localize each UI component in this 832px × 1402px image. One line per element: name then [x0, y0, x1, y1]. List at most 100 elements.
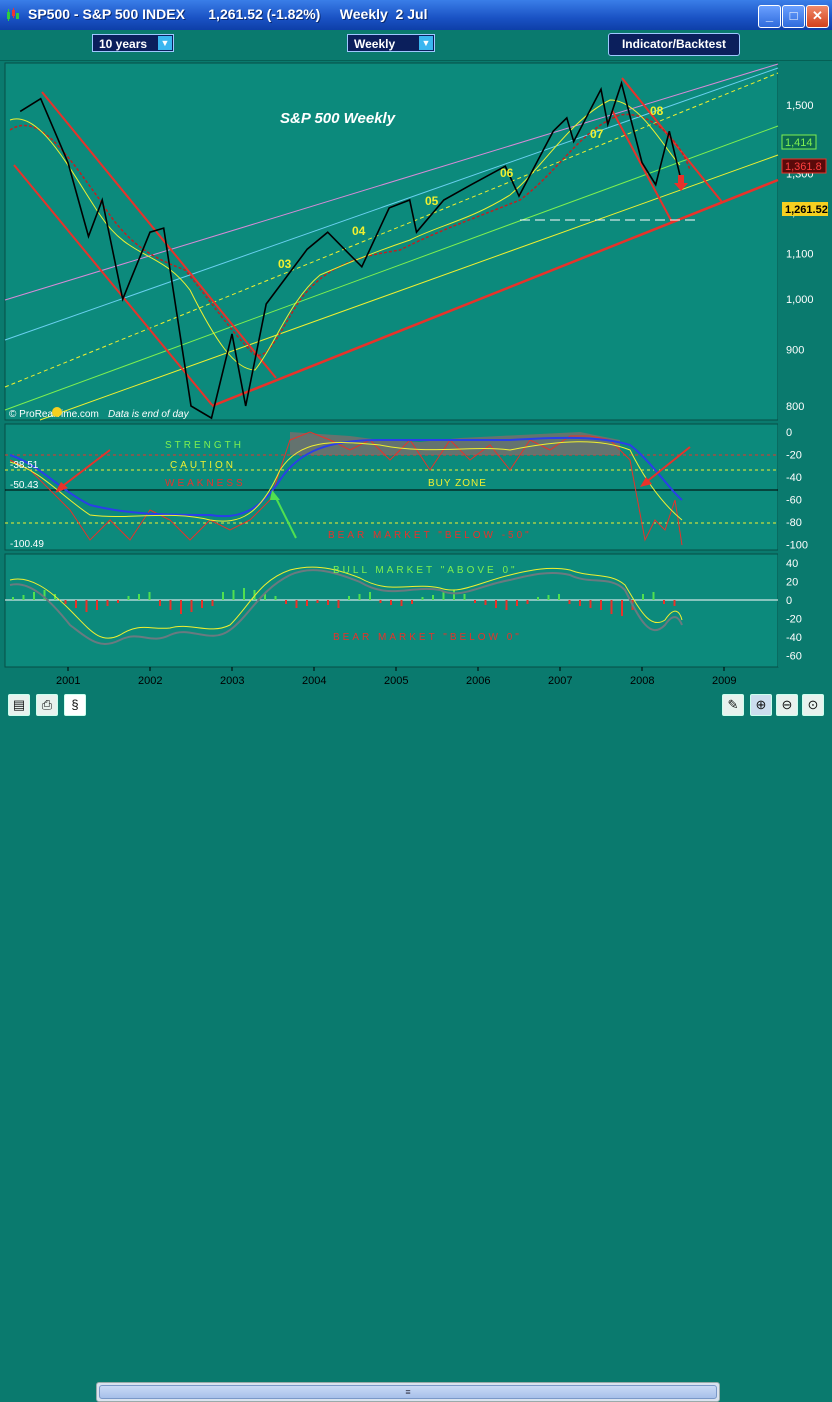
time-axis: 2001 2002 2003 2004 2005 2006 2007 2008 2009: [56, 667, 736, 687]
osc1-value-c: -100.49: [10, 539, 44, 550]
histogram-bar: [316, 600, 319, 603]
help-icon[interactable]: §: [64, 694, 86, 716]
price-label-last: 1,261.52: [782, 202, 828, 216]
price-panel[interactable]: [4, 62, 779, 421]
histogram-bar: [33, 592, 35, 600]
histogram-bar: [22, 595, 25, 600]
histogram-bar: [621, 600, 623, 616]
histogram-bar: [495, 600, 497, 608]
printer-icon[interactable]: ⎙: [36, 694, 58, 716]
histogram-bar: [484, 600, 487, 605]
price-tick-label: 900: [786, 345, 804, 357]
year-tick-label: 2002: [138, 675, 162, 687]
info-icon[interactable]: [52, 407, 62, 417]
interval-select[interactable]: Weekly ▼: [347, 34, 435, 52]
oscillator-1-yellow-line: [9, 441, 683, 522]
oscillator-2-yellow-line: [9, 566, 683, 639]
histogram-bar: [505, 600, 508, 610]
year-tick-label: 2005: [384, 675, 408, 687]
osc2-tick-label: -20: [786, 614, 802, 626]
arrow-annotation: [274, 495, 297, 539]
osc1-tick-label: -20: [786, 450, 802, 462]
histogram-bar: [180, 600, 182, 614]
osc1-tick-label: -60: [786, 495, 802, 507]
arrow-head-icon: [640, 477, 652, 487]
strength-label: STRENGTH: [165, 440, 244, 451]
oscillator-1-blue-line: [9, 436, 683, 518]
scroll-thumb[interactable]: ≡: [99, 1385, 717, 1399]
year-labels: 03 04 05 06 07 08: [278, 104, 664, 271]
price-tick-label: 800: [786, 401, 804, 413]
weakness-label: WEAKNESS: [165, 478, 246, 489]
histogram-bar: [306, 600, 308, 606]
histogram-bar: [358, 594, 361, 600]
histogram-bar: [663, 600, 665, 604]
svg-text:1,414: 1,414: [785, 137, 813, 149]
year-tick-label: 2008: [630, 675, 654, 687]
osc2-tick-label: 20: [786, 577, 798, 589]
histogram-bar: [117, 600, 119, 603]
year-tick-label: 2006: [466, 675, 490, 687]
zoom-in-icon[interactable]: ⊕: [750, 694, 772, 716]
indicator-backtest-button[interactable]: Indicator/Backtest: [608, 33, 740, 56]
maximize-button[interactable]: □: [782, 5, 805, 28]
histogram-bar: [54, 594, 56, 600]
oscillator-1-axis: 0 -20 -40 -60 -80 -100: [786, 427, 808, 552]
histogram-bar: [652, 592, 655, 600]
zoom-fit-icon[interactable]: ⊙: [802, 694, 824, 716]
histogram-bar: [537, 597, 539, 600]
histogram-bar: [327, 600, 329, 605]
histogram-bar: [85, 600, 88, 612]
close-button[interactable]: ✕: [806, 5, 829, 28]
ma-slow-line: [9, 113, 691, 357]
arrow-head-icon: [55, 482, 68, 493]
histogram-bar: [337, 600, 340, 608]
histogram-bar: [264, 594, 266, 600]
down-arrow-icon: [674, 175, 688, 191]
chevron-down-icon[interactable]: ▼: [158, 36, 172, 50]
histogram-bar: [432, 595, 434, 600]
histogram-bar: [379, 600, 382, 603]
minimize-button[interactable]: _: [758, 5, 781, 28]
svg-text:1,261.52: 1,261.52: [785, 204, 828, 216]
chevron-down-icon[interactable]: ▼: [419, 36, 433, 50]
histogram-bar: [390, 600, 392, 605]
oscillator-panel-2[interactable]: [4, 553, 779, 668]
period-value: 10 years: [99, 37, 148, 51]
print-preview-icon[interactable]: ▤: [8, 694, 30, 716]
ma-fast-line: [9, 99, 681, 371]
drawing-tool-icon[interactable]: ✎: [722, 694, 744, 716]
price-label-red: 1,361.8: [781, 158, 827, 174]
buy-zone-label: BUY ZONE: [428, 478, 487, 489]
histogram-bar: [232, 590, 235, 600]
histogram-bar: [579, 600, 581, 606]
arrow-annotation: [644, 446, 691, 484]
svg-text:1,361.8: 1,361.8: [785, 161, 822, 173]
bear-market-label: BEAR MARKET "BELOW 0": [333, 632, 522, 643]
horizontal-scrollbar[interactable]: ≡: [96, 1382, 720, 1402]
osc2-tick-label: 40: [786, 558, 798, 570]
period-select[interactable]: 10 years ▼: [92, 34, 174, 52]
histogram-bar: [211, 600, 214, 606]
histogram-bar: [547, 595, 550, 600]
zoom-out-icon[interactable]: ⊖: [776, 694, 798, 716]
price-tick-label: 1,000: [786, 294, 814, 306]
histogram-bar: [64, 600, 67, 604]
histogram-bar: [75, 600, 77, 608]
price-series-line: [19, 80, 684, 420]
oscillator-2-axis: 40 20 0 -20 -40 -60: [786, 558, 802, 663]
histogram-bar: [421, 597, 424, 600]
histogram-bar: [600, 600, 602, 610]
osc2-tick-label: 0: [786, 595, 792, 607]
histogram-bar: [12, 597, 14, 600]
histogram-bar: [201, 600, 203, 608]
bottom-toolbar: ▤ ⎙ § ≡ ✎ ⊕ ⊖ ⊙: [0, 690, 832, 1402]
histogram-bar: [463, 594, 466, 600]
histogram-bar: [274, 596, 277, 600]
histogram-bar: [127, 596, 130, 600]
histogram-bar: [400, 600, 403, 606]
osc2-tick-label: -40: [786, 632, 802, 644]
histogram-bar: [138, 594, 140, 600]
osc1-tick-label: -40: [786, 472, 802, 484]
